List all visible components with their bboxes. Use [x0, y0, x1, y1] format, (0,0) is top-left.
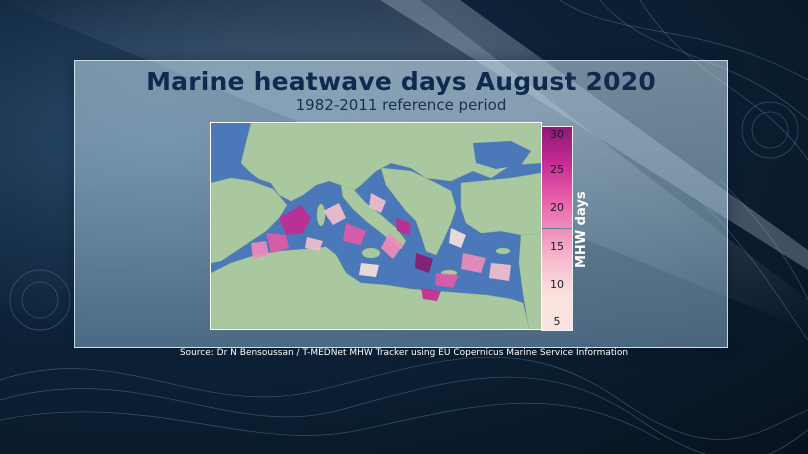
legend-band	[542, 194, 572, 229]
legend-band	[542, 296, 572, 330]
legend-tick: 20	[550, 201, 564, 214]
legend-band	[542, 160, 572, 195]
legend-colorbar: 30 25 20 15 10 5	[541, 126, 573, 331]
legend-tick: 25	[550, 163, 564, 176]
legend-tick: 30	[550, 128, 564, 141]
mediterranean-map	[210, 122, 542, 330]
legend-label: MHW days	[574, 191, 589, 268]
page-title: Marine heatwave days August 2020	[146, 67, 656, 96]
legend-band	[542, 262, 572, 297]
legend-tick: 15	[550, 240, 564, 253]
page-subtitle: 1982-2011 reference period	[295, 96, 507, 114]
legend-tick: 5	[553, 315, 561, 328]
source-credit: Source: Dr N Bensoussan / T-MEDNet MHW T…	[179, 348, 629, 358]
map-graphic	[211, 123, 541, 329]
legend-band	[542, 228, 572, 263]
legend-band	[542, 127, 572, 161]
legend-tick: 10	[550, 278, 564, 291]
